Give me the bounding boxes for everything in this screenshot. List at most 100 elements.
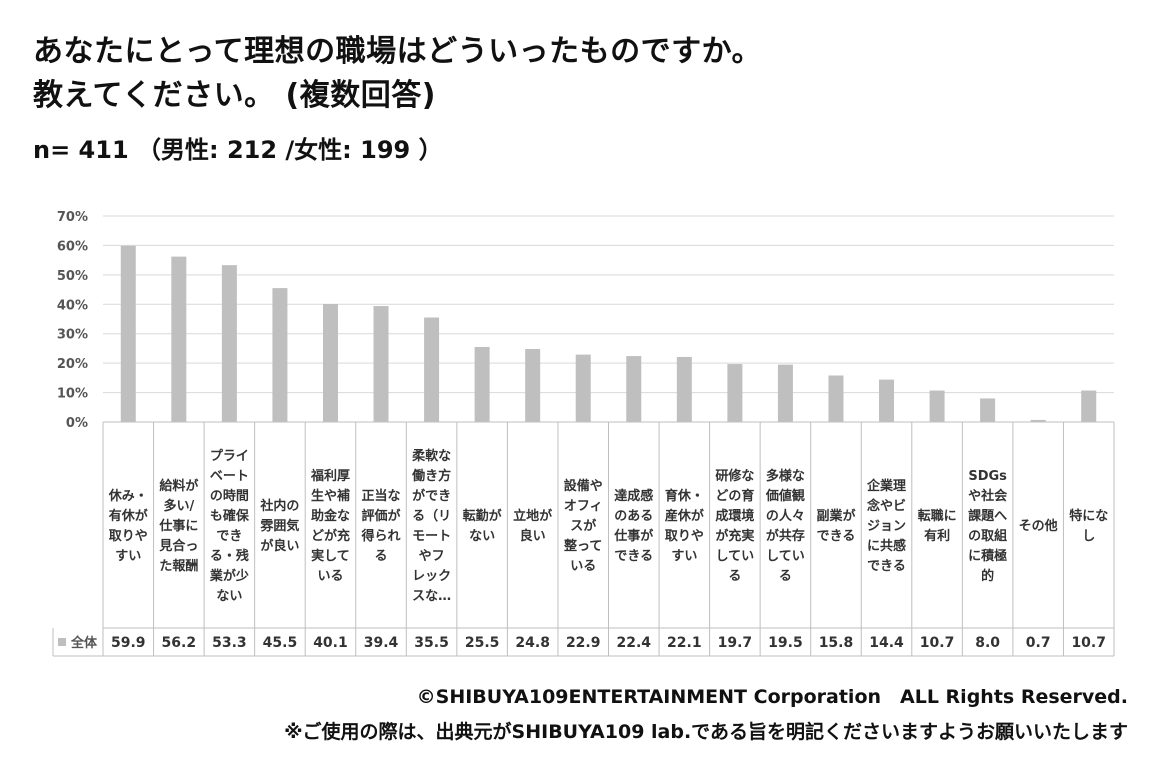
category-label: スな… — [412, 589, 451, 604]
category-label: 多様な — [766, 468, 805, 484]
category-label: いる — [570, 559, 596, 574]
data-label: 22.4 — [617, 635, 652, 651]
bar — [929, 390, 945, 422]
footer-copyright: ©SHIBUYA109ENTERTAINMENT Corporation ALL… — [416, 686, 1128, 708]
category-label: 福利厚 — [310, 468, 350, 484]
y-tick-label: 0% — [66, 416, 88, 431]
data-label: 22.9 — [566, 635, 601, 651]
category-label: 働き方 — [411, 468, 451, 484]
category-label: のある — [614, 509, 653, 524]
category-label: が共存 — [766, 528, 805, 544]
category-label: 仕事が — [613, 528, 653, 544]
category-label: の人々 — [766, 508, 805, 524]
category-label: ができ — [412, 488, 451, 504]
bar — [525, 349, 541, 422]
bar — [676, 356, 692, 422]
category-label: 整って — [563, 538, 602, 554]
data-label: 22.1 — [667, 635, 702, 651]
category-label: 正当な — [362, 488, 401, 504]
category-label: 的 — [981, 568, 994, 584]
data-label: 10.7 — [920, 635, 955, 651]
y-tick-label: 70% — [57, 210, 88, 225]
category-label: 社内の — [259, 498, 299, 514]
category-label: 給料が — [159, 478, 198, 494]
category-label: いる — [317, 569, 343, 584]
title-line-1: あなたにとって理想の職場はどういったものですか。 — [33, 34, 762, 69]
category-label: でき — [216, 529, 242, 544]
category-label: 柔軟な — [411, 448, 451, 464]
category-label: 特にな — [1069, 508, 1108, 524]
bar — [1081, 390, 1097, 422]
category-label: 育休・ — [665, 488, 704, 504]
category-label: できる — [614, 549, 653, 564]
data-label: 19.7 — [718, 635, 753, 651]
data-label: 45.5 — [263, 635, 298, 651]
data-label: 0.7 — [1026, 635, 1051, 651]
category-label: 有休が — [109, 508, 148, 524]
bar — [120, 245, 136, 422]
category-label: る — [728, 569, 741, 584]
category-label: し — [1082, 529, 1095, 544]
data-label: 19.5 — [768, 635, 803, 651]
y-tick-label: 40% — [57, 298, 88, 313]
category-label: 業が少 — [209, 568, 249, 584]
category-label: 実して — [311, 548, 350, 564]
bar — [828, 375, 844, 422]
data-label: 10.7 — [1071, 635, 1106, 651]
category-label: 休み・ — [108, 488, 148, 504]
category-label: 生や補 — [311, 488, 350, 504]
category-label: 副業が — [816, 508, 855, 524]
legend-key — [58, 638, 66, 646]
category-label: 仕事に — [158, 518, 198, 534]
category-label: 多い/ — [163, 498, 194, 514]
category-label: 取りや — [109, 529, 148, 544]
bar — [980, 398, 996, 422]
bar — [626, 356, 642, 422]
data-label: 53.3 — [212, 635, 247, 651]
category-label: スが — [570, 518, 596, 534]
category-label: 転勤が — [463, 508, 502, 524]
data-label: 8.0 — [975, 635, 1000, 651]
category-label: その他 — [1019, 518, 1058, 534]
category-label: や社会 — [968, 488, 1008, 504]
category-label: 得られ — [361, 528, 401, 544]
category-label: ジョン — [867, 519, 906, 534]
bar — [575, 354, 591, 422]
category-label: 助金な — [311, 508, 350, 524]
category-label: る — [779, 569, 792, 584]
category-label: モート — [412, 529, 451, 544]
bar — [322, 303, 338, 422]
category-label: オフィ — [564, 499, 603, 514]
bar — [424, 317, 440, 422]
category-label: 研修な — [715, 468, 754, 484]
data-label: 35.5 — [414, 635, 449, 651]
category-label: 念やビ — [867, 498, 906, 514]
category-label: レック — [412, 569, 451, 584]
sample-size: n= 411 （男性: 212 /女性: 199 ） — [33, 136, 443, 164]
category-label: 企業理 — [866, 478, 906, 494]
category-label: る — [375, 549, 388, 564]
y-tick-label: 50% — [57, 269, 88, 284]
y-tick-label: 60% — [57, 239, 88, 254]
y-tick-label: 30% — [57, 328, 88, 343]
category-label: どが充 — [311, 528, 350, 544]
category-label: すい — [115, 549, 141, 564]
category-label: 立地が — [513, 508, 552, 524]
category-label: 良い — [520, 528, 546, 544]
category-label: の時間 — [210, 488, 249, 504]
category-label: た報酬 — [159, 558, 198, 574]
category-label: できる — [817, 529, 856, 544]
bar — [777, 364, 793, 422]
category-label: 課題へ — [968, 508, 1007, 524]
category-label: ベート — [210, 469, 249, 484]
data-label: 56.2 — [162, 635, 197, 651]
data-label: 15.8 — [819, 635, 854, 651]
category-label: 達成感 — [614, 488, 653, 504]
category-label: ない — [469, 529, 495, 544]
bar — [373, 306, 389, 422]
y-tick-label: 10% — [57, 387, 88, 402]
category-label: SDGs — [968, 469, 1007, 484]
data-label: 59.9 — [111, 635, 146, 651]
category-label: も確保 — [210, 508, 250, 524]
